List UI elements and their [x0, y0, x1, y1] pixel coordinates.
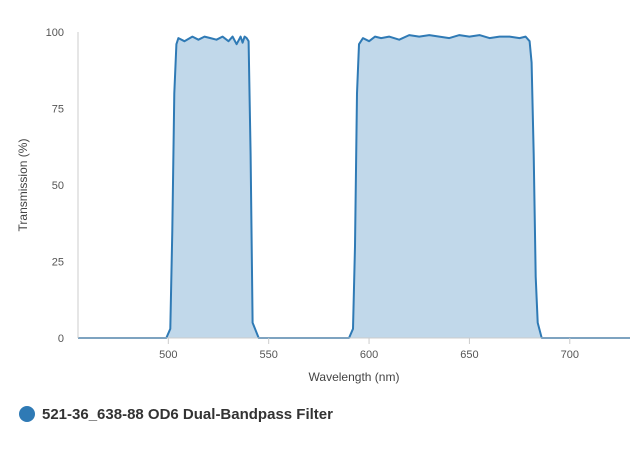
y-axis-title: Transmission (%) — [16, 139, 30, 232]
legend-label[interactable]: 521-36_638-88 OD6 Dual-Bandpass Filter — [42, 406, 333, 423]
y-tick-label: 0 — [58, 333, 64, 345]
axes: 500 550 600 650 700 0 25 50 75 100 — [46, 27, 630, 361]
x-tick-label: 650 — [460, 349, 478, 361]
x-tick-label: 550 — [260, 349, 278, 361]
y-tick-label: 75 — [52, 104, 64, 116]
x-tick-label: 600 — [360, 349, 378, 361]
legend[interactable]: 521-36_638-88 OD6 Dual-Bandpass Filter — [19, 406, 333, 423]
x-tick-label: 700 — [561, 349, 579, 361]
plot-area — [78, 34, 630, 339]
y-tick-label: 100 — [46, 27, 64, 39]
series-area-0 — [78, 35, 630, 338]
y-tick-label: 50 — [52, 180, 64, 192]
x-axis-title: Wavelength (nm) — [309, 370, 400, 384]
y-tick-label: 25 — [52, 257, 64, 269]
legend-marker-icon[interactable] — [19, 406, 35, 422]
series-line-0[interactable] — [78, 34, 630, 339]
x-tick-label: 500 — [159, 349, 177, 361]
